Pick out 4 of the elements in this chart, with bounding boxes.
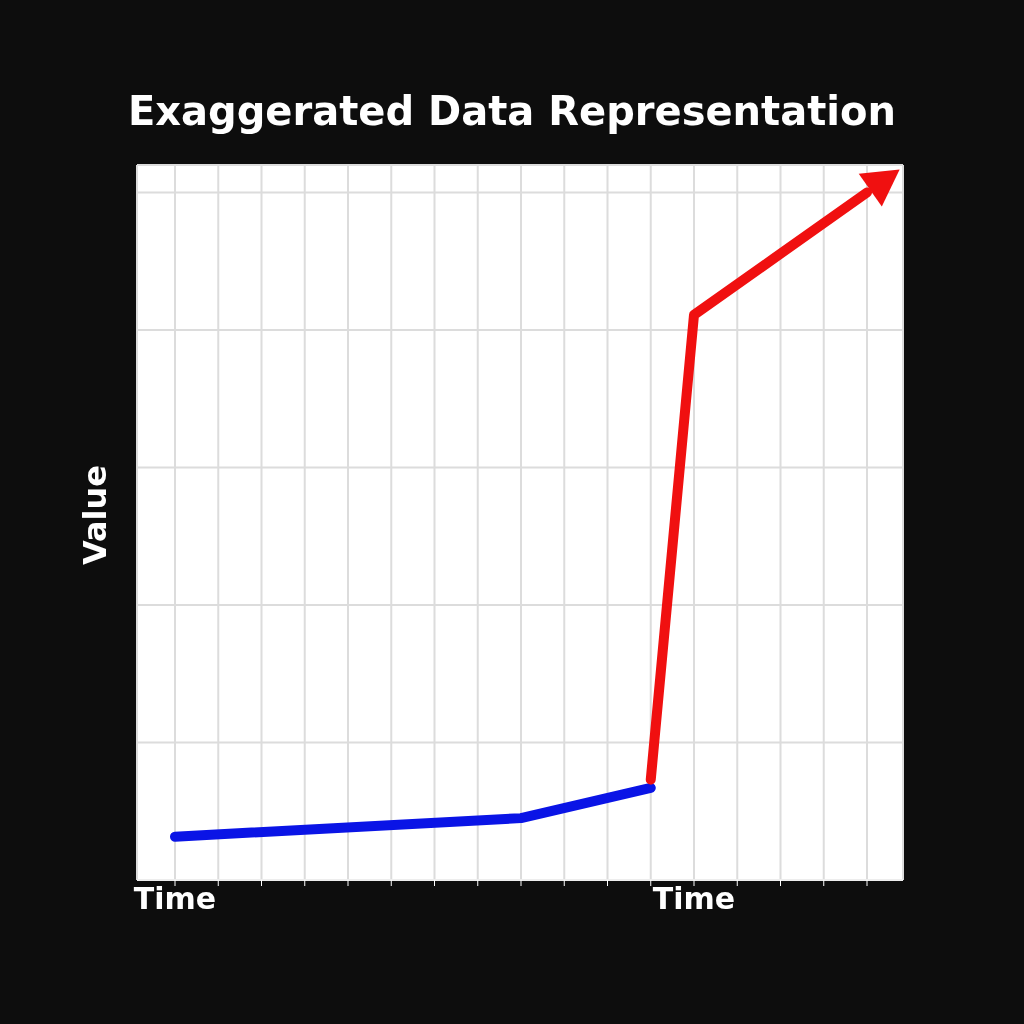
x-tick-label: Time <box>133 881 217 917</box>
chart-title: Exaggerated Data Representation <box>127 88 897 134</box>
x-tick-label: Time <box>652 881 736 917</box>
y-axis-title: Value <box>76 464 114 566</box>
